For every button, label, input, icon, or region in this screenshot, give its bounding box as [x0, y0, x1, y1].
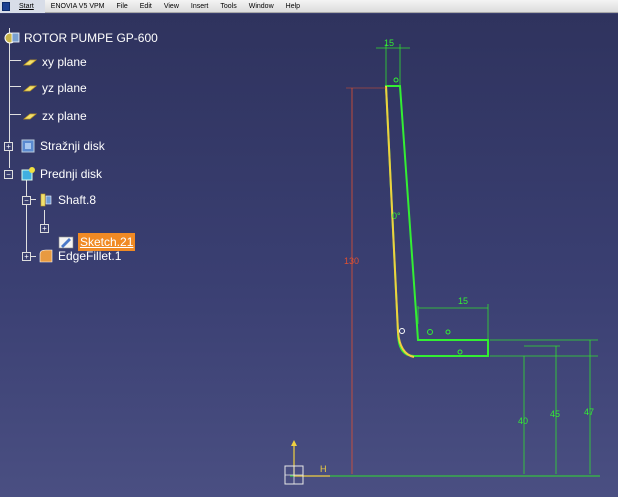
- plane-icon: [22, 113, 38, 120]
- tree-item-xy-plane[interactable]: xy plane: [22, 52, 87, 72]
- dim-40: 40: [518, 416, 528, 426]
- constraint-marker: [393, 77, 399, 83]
- menu-enovia[interactable]: ENOVIA V5 VPM: [50, 2, 105, 10]
- product-icon: [4, 32, 20, 44]
- tree-item-sketch[interactable]: Sketch.21: [58, 232, 136, 252]
- body-icon: [21, 139, 35, 153]
- menu-help[interactable]: Help: [285, 2, 301, 10]
- axis-h-label: H: [320, 464, 327, 474]
- tree-item-label: zx plane: [42, 109, 87, 123]
- shaft-icon: [40, 193, 52, 207]
- tree-item-prednji-disk[interactable]: Prednji disk: [20, 164, 102, 184]
- collapse-icon[interactable]: −: [22, 196, 31, 205]
- profile-highlight-edge: [385, 85, 415, 358]
- catia-logo-icon: [2, 1, 10, 11]
- constraint-marker: [445, 329, 451, 335]
- constraint-marker: [457, 349, 463, 355]
- menu-view[interactable]: View: [163, 2, 179, 10]
- tree-item-label: yz plane: [42, 81, 87, 95]
- tree-item-label: Prednji disk: [40, 167, 103, 181]
- sketch-icon: [58, 236, 74, 249]
- tree-item-label: Shaft.8: [58, 193, 97, 207]
- expand-icon[interactable]: +: [40, 224, 49, 233]
- tree-item-straznji-disk[interactable]: Stražnji disk: [20, 136, 105, 156]
- menu-edit[interactable]: Edit: [139, 2, 152, 10]
- menu-window[interactable]: Window: [248, 2, 274, 10]
- profile-outline: [384, 85, 489, 357]
- tree-item-label: EdgeFillet.1: [58, 249, 122, 263]
- menu-file[interactable]: File: [116, 2, 128, 10]
- fillet-icon: [39, 249, 53, 263]
- plane-icon: [22, 59, 38, 66]
- dim-47: 47: [584, 407, 594, 417]
- expand-icon[interactable]: +: [22, 252, 31, 261]
- start-menu[interactable]: Start: [0, 0, 45, 13]
- body-icon: [21, 167, 35, 181]
- collapse-icon[interactable]: −: [4, 170, 13, 179]
- dim-flange-width: 15: [458, 296, 468, 306]
- plane-icon: [22, 85, 38, 92]
- menu-bar: Start ENOVIA V5 VPM File Edit View Inser…: [0, 0, 618, 13]
- tree-item-edgefillet[interactable]: EdgeFillet.1: [38, 246, 121, 266]
- menu-tools[interactable]: Tools: [220, 2, 237, 10]
- dim-height: 130: [344, 256, 359, 266]
- tree-item-label: Sketch.21: [78, 233, 136, 251]
- 3d-viewport[interactable]: 15 130 0° 15 40 45 47 H ROTOR PUMPE GP-6…: [0, 14, 618, 497]
- tree-root[interactable]: ROTOR PUMPE GP-600: [4, 28, 158, 48]
- constraint-marker: [399, 328, 405, 334]
- dim-angle: 0°: [392, 211, 401, 221]
- sketch-canvas[interactable]: 15 130 0° 15 40 45 47 H: [0, 14, 618, 497]
- tree-item-yz-plane[interactable]: yz plane: [22, 78, 87, 98]
- tree-item-zx-plane[interactable]: zx plane: [22, 106, 87, 126]
- constraint-marker: [427, 329, 433, 335]
- expand-icon[interactable]: +: [4, 142, 13, 151]
- tree-item-shaft[interactable]: Shaft.8: [38, 190, 96, 210]
- tree-item-label: Stražnji disk: [40, 139, 105, 153]
- v-axis-arrow-icon: [291, 440, 297, 446]
- dim-top-width: 15: [384, 38, 394, 48]
- menu-insert[interactable]: Insert: [190, 2, 209, 10]
- tree-item-label: xy plane: [42, 55, 87, 69]
- menu-start[interactable]: Start: [19, 2, 34, 10]
- specification-tree: ROTOR PUMPE GP-600 xy plane yz plane zx …: [0, 14, 200, 274]
- dim-45: 45: [550, 409, 560, 419]
- tree-root-label: ROTOR PUMPE GP-600: [24, 31, 158, 45]
